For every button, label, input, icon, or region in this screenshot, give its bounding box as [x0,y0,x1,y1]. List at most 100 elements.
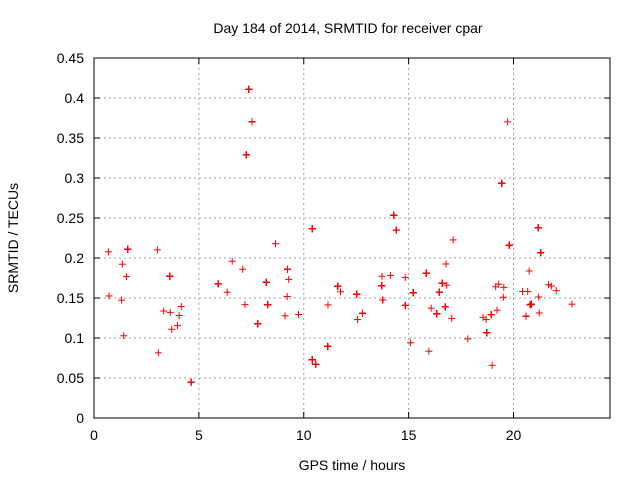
data-series-srmtid [104,85,576,386]
data-point [248,118,256,126]
y-tick-label: 0.25 [57,210,84,226]
data-point [545,281,553,289]
data-point [537,249,545,257]
y-tick-label: 0.3 [65,170,85,186]
y-tick-label: 0.45 [57,50,84,66]
data-point [535,293,543,301]
data-point [401,274,409,282]
data-point [379,296,387,304]
data-point [336,288,344,296]
data-point [118,260,126,268]
data-point [427,304,435,312]
data-point [358,309,366,317]
data-point [262,278,270,286]
x-tick-label: 0 [90,427,98,443]
data-point [324,342,332,350]
plot-frame [93,57,611,419]
data-point [493,306,501,314]
data-point [433,310,441,318]
data-point [283,293,291,301]
y-tick-label: 0.05 [57,370,84,386]
data-point [479,313,487,321]
data-point [401,301,409,309]
y-tick-label: 0.35 [57,130,84,146]
data-point [122,273,130,281]
x-tick-label: 10 [296,427,312,443]
data-point [187,378,195,386]
data-point [284,265,292,273]
data-point [241,301,249,309]
data-point [499,293,507,301]
y-tick-label: 0.15 [57,290,84,306]
y-tick-label: 0.1 [65,330,85,346]
grid [94,58,610,418]
data-point [324,301,332,309]
chart-title: Day 184 of 2014, SRMTID for receiver cpa… [213,20,483,36]
data-point [281,312,289,320]
data-point [239,265,247,273]
data-point [173,322,181,330]
data-point [534,224,542,232]
data-point [285,275,293,283]
data-point [166,272,174,280]
data-point [120,332,128,340]
x-axis-label: GPS time / hours [299,457,406,473]
data-point [425,347,433,355]
data-point [294,310,302,318]
data-point [308,356,316,364]
x-tick-label: 5 [195,427,203,443]
data-point [464,335,472,343]
data-point [242,151,250,159]
data-point [524,287,532,295]
data-point [118,296,126,304]
data-point [409,289,417,297]
data-point [525,267,533,275]
data-point [166,308,174,316]
data-point [390,211,398,219]
data-point [500,283,508,291]
data-point [488,361,496,369]
data-point [438,279,446,287]
data-point [498,179,506,187]
data-point [254,320,262,328]
data-point [353,290,361,298]
y-tick-label: 0 [76,410,84,426]
data-point [505,241,513,249]
data-point [386,271,394,279]
data-point [223,288,231,296]
data-point [312,360,320,368]
data-point [272,240,280,248]
data-point [245,85,253,93]
data-point [535,309,543,317]
data-point [422,269,430,277]
data-point [175,311,183,319]
data-point [483,329,491,337]
data-point [435,288,443,296]
data-point [308,225,316,233]
data-point [449,236,457,244]
data-point [378,272,386,280]
data-point [378,282,386,290]
y-tick-label: 0.4 [65,90,85,106]
data-point [334,282,342,290]
data-point [160,307,168,315]
data-point [264,301,272,309]
data-point [568,300,576,308]
data-point [443,281,451,289]
x-tick-label: 20 [506,427,522,443]
data-point [214,280,222,288]
data-point [168,325,176,333]
y-axis-label: SRMTID / TECUs [5,183,21,293]
y-tick-label: 0.2 [65,250,85,266]
data-point [153,246,161,254]
data-point [392,226,400,234]
data-point [354,316,362,324]
data-point [495,280,503,288]
data-point [442,260,450,268]
x-tick-label: 15 [401,427,417,443]
data-point [407,339,415,347]
data-point [487,311,495,319]
axis-ticks: 0 0.05 0.1 0.15 0.2 0.25 0.3 0.35 0.4 0.45 0 5 10 15 2… [57,50,610,443]
data-point [228,257,236,265]
